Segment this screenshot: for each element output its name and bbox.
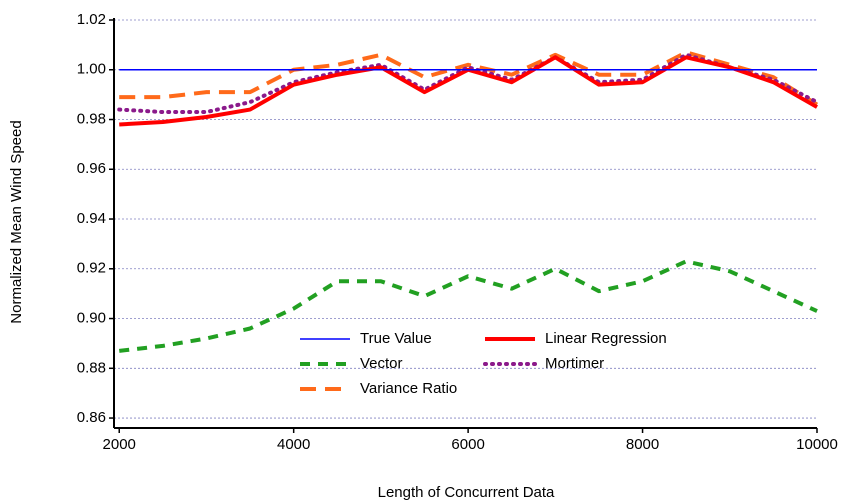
- y-tick-label: 0.86: [77, 409, 106, 426]
- y-tick-label: 0.98: [77, 110, 106, 127]
- y-tick-label: 1.02: [77, 11, 106, 28]
- y-tick-label: 0.96: [77, 160, 106, 177]
- y-tick-label: 1.00: [77, 61, 106, 78]
- x-tick-label: 6000: [451, 436, 484, 453]
- x-tick-label: 2000: [103, 436, 136, 453]
- legend-label: Linear Regression: [545, 330, 667, 347]
- legend-label: Mortimer: [545, 355, 604, 372]
- y-tick-label: 0.94: [77, 210, 106, 227]
- x-tick-label: 10000: [796, 436, 838, 453]
- y-tick-label: 0.90: [77, 310, 106, 327]
- x-tick-label: 8000: [626, 436, 659, 453]
- legend-label: Variance Ratio: [360, 380, 457, 397]
- legend-label: True Value: [360, 330, 432, 347]
- y-tick-label: 0.92: [77, 260, 106, 277]
- y-axis-label: Normalized Mean Wind Speed: [8, 120, 25, 323]
- x-axis-label: Length of Concurrent Data: [378, 484, 555, 501]
- x-tick-label: 4000: [277, 436, 310, 453]
- data-line: [119, 50, 819, 107]
- legend-label: Vector: [360, 355, 403, 372]
- data-line: [119, 259, 818, 353]
- y-tick-label: 0.88: [77, 359, 106, 376]
